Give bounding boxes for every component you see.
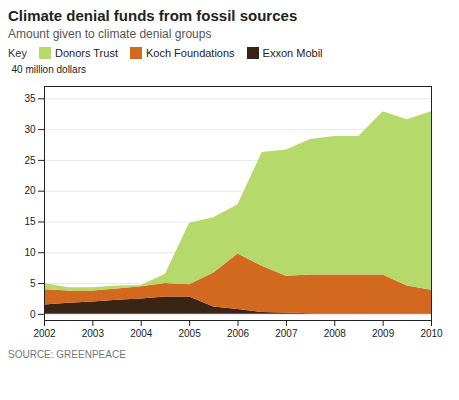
svg-text:5: 5 [30,278,36,289]
svg-text:2002: 2002 [33,328,56,339]
svg-text:2010: 2010 [420,328,443,339]
svg-text:40 million dollars: 40 million dollars [12,64,86,75]
html-text:Donors Trust: Donors Trust [55,47,118,59]
svg-text:10: 10 [24,247,36,258]
html-text:SOURCE: GREENPEACE: SOURCE: GREENPEACE [8,349,126,360]
svg-text:0: 0 [30,309,36,320]
svg-text:2007: 2007 [275,328,298,339]
html-text:Climate denial funds from foss: Climate denial funds from fossil sources [8,7,298,24]
html-text:Exxon Mobil: Exxon Mobil [262,47,323,59]
html-text:Key: Key [8,47,27,59]
html-text:Koch Foundations: Koch Foundations [145,47,235,59]
svg-text:2008: 2008 [324,328,347,339]
svg-text:2009: 2009 [372,328,395,339]
svg-text:2003: 2003 [82,328,105,339]
svg-text:20: 20 [24,185,36,196]
svg-text:2005: 2005 [179,328,202,339]
svg-text:2004: 2004 [130,328,153,339]
svg-text:25: 25 [24,155,36,166]
svg-text:15: 15 [24,216,36,227]
html-text:Amount given to climate denial: Amount given to climate denial groups [8,27,212,41]
svg-text:30: 30 [24,124,36,135]
svg-text:35: 35 [24,93,36,104]
svg-text:2006: 2006 [227,328,250,339]
